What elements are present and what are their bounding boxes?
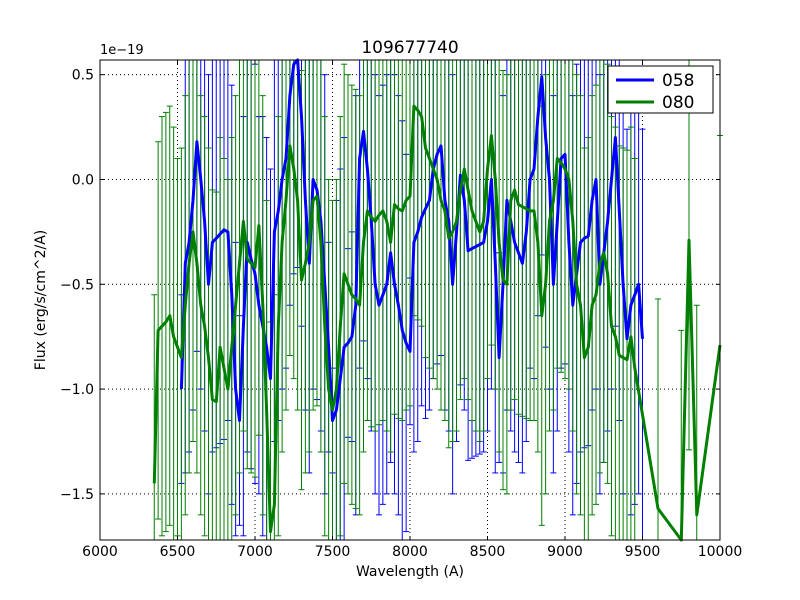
series-line-080 bbox=[152, 104, 722, 542]
x-tick-label: 9500 bbox=[625, 544, 661, 560]
legend-label-080: 080 bbox=[662, 93, 694, 113]
ticks: 6000 6500 7000 7500 8000 8500 9000 9500 10000 −1.… bbox=[60, 60, 742, 560]
x-tick-label: 6500 bbox=[160, 544, 196, 560]
y-tick-label: 0.5 bbox=[72, 68, 94, 84]
x-axis-label: Wavelength (A) bbox=[356, 564, 464, 580]
x-tick-label: 8000 bbox=[392, 544, 428, 560]
series-lines bbox=[152, 58, 722, 542]
y-tick-label: 0.0 bbox=[72, 172, 94, 188]
legend: 058 080 bbox=[607, 65, 714, 114]
x-tick-label: 6000 bbox=[82, 544, 118, 560]
x-tick-label: 7000 bbox=[237, 544, 273, 560]
x-tick-label: 9000 bbox=[547, 544, 583, 560]
chart-title: 109677740 bbox=[361, 38, 458, 58]
y-tick-label: −0.5 bbox=[60, 277, 94, 293]
x-tick-label: 7500 bbox=[315, 544, 351, 560]
x-tick-label: 8500 bbox=[470, 544, 506, 560]
y-tick-label: −1.0 bbox=[60, 382, 94, 398]
x-tick-label: 10000 bbox=[698, 544, 743, 560]
legend-box bbox=[607, 65, 714, 114]
axis-offset-label: 1e−19 bbox=[100, 43, 144, 58]
legend-label-058: 058 bbox=[662, 71, 694, 91]
y-tick-label: −1.5 bbox=[60, 487, 94, 503]
y-axis-label: Flux (erg/s/cm^2/A) bbox=[33, 230, 49, 370]
